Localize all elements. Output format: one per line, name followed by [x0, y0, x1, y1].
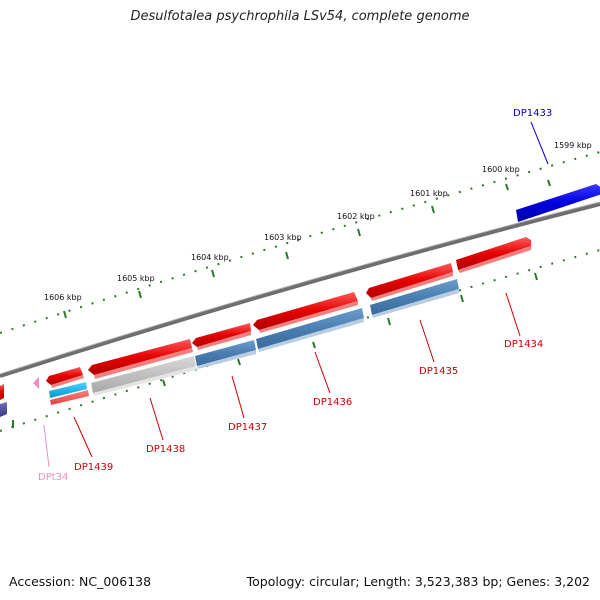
feature-steel-3-shadow: [197, 350, 256, 369]
inner-tick-ring: [0, 249, 600, 432]
gene-label-dp1438[interactable]: DP1438: [146, 444, 185, 455]
feature-grey-shadow: [93, 366, 196, 396]
gene-dp1435-arrow[interactable]: [366, 263, 453, 298]
feature-cyan: [49, 382, 87, 398]
kbp-label-1605: 1605 kbp: [117, 274, 155, 283]
gene-dp1439-arrow[interactable]: [46, 367, 83, 385]
gene-dp1435-shadow: [371, 272, 453, 301]
genome-backbone: [0, 202, 600, 378]
feature-left-edge-red: [0, 384, 4, 400]
feature-steel-2-shadow: [258, 318, 364, 352]
kbp-label-1602: 1602 kbp: [337, 212, 375, 221]
gene-dp1437-arrow[interactable]: [192, 323, 251, 347]
gene-label-dp1434[interactable]: DP1434: [504, 339, 543, 350]
accession-text: Accession: NC_006138: [9, 574, 152, 589]
feature-grey: [91, 356, 196, 393]
feature-pink-small: [50, 390, 89, 405]
kbp-label-1604: 1604 kbp: [191, 253, 229, 262]
gene-label-dp1439[interactable]: DP1439: [74, 462, 113, 473]
kbp-label-1600: 1600 kbp: [482, 165, 520, 174]
feature-steel-3: [195, 340, 256, 366]
trna-dpt34-arrow[interactable]: [33, 377, 39, 389]
genome-title: Desulfotalea psychrophila LSv54, complet…: [130, 9, 470, 24]
gene-dp1439-shadow: [51, 375, 84, 388]
kbp-label-1599: 1599 kbp: [554, 141, 592, 150]
gene-dp1434-shadow: [458, 246, 531, 273]
kbp-label-1601: 1601 kbp: [410, 189, 448, 198]
topology-text: Topology: circular; Length: 3,523,383 bp…: [246, 574, 590, 589]
outer-major-ticks: [63, 179, 551, 319]
gene-label-dp1435[interactable]: DP1435: [419, 366, 458, 377]
genome-backbone-highlight: [0, 201, 600, 375]
gene-label-dp1433[interactable]: DP1433: [513, 108, 552, 119]
gene-label-dpt34[interactable]: DPt34: [38, 472, 68, 483]
gene-dp1436-arrow[interactable]: [253, 292, 358, 330]
kbp-label-1603: 1603 kbp: [264, 233, 302, 242]
leader-lines: [43, 121, 549, 468]
gene-dp1436-shadow: [259, 301, 358, 333]
gene-dp1438-shadow: [94, 348, 193, 379]
gene-dp1434-arrow[interactable]: [456, 237, 531, 270]
gene-dp1433-arrow[interactable]: [516, 184, 600, 222]
gene-label-dp1437[interactable]: DP1437: [228, 422, 267, 433]
gene-dp1437-shadow: [197, 331, 251, 350]
feature-navy-left: [0, 402, 7, 417]
gene-label-dp1436[interactable]: DP1436: [313, 397, 352, 408]
feature-steel-1: [370, 279, 459, 315]
feature-steel-2: [256, 308, 364, 349]
kbp-label-1606: 1606 kbp: [44, 293, 82, 302]
feature-steel-1-shadow: [372, 289, 459, 318]
gene-dp1438-arrow[interactable]: [88, 339, 192, 375]
